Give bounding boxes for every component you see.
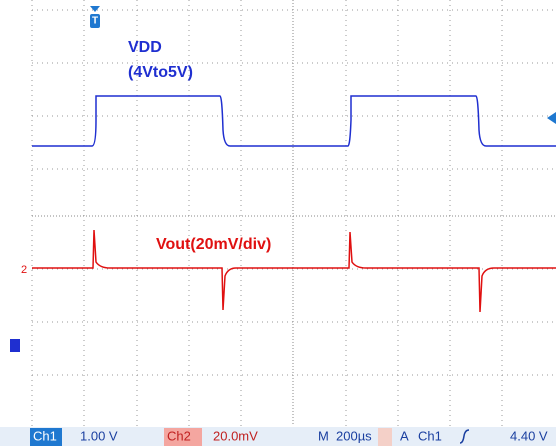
status-bar: Ch1 1.00 V Ch2 20.0mV M 200µs A Ch1 4.40… [0, 427, 556, 446]
ch2-tag: Ch2 [167, 428, 191, 443]
graticule [31, 0, 556, 426]
svg-text:T: T [92, 16, 98, 27]
trigger-level-marker [547, 112, 556, 124]
trigger-marker: T [90, 6, 100, 28]
ch1-tag: Ch1 [33, 428, 57, 443]
ch1-label: VDD [128, 39, 162, 56]
ch1-scale: 1.00 V [80, 428, 118, 443]
ch1-range: (4Vto5V) [128, 64, 193, 81]
ch2-trace [32, 229, 556, 313]
ch1-marker [10, 339, 20, 352]
trigger-source: Ch1 [418, 428, 442, 443]
ch2-marker: 2 [21, 264, 27, 276]
timebase: 200µs [336, 428, 372, 443]
ch1-trace [32, 95, 556, 147]
timebase-tag: M [318, 428, 329, 443]
ch2-scale: 20.0mV [213, 428, 258, 443]
ch2-label: Vout(20mV/div) [156, 236, 271, 253]
trigger-level: 4.40 V [510, 428, 548, 443]
trigger-mode: A [400, 428, 409, 443]
